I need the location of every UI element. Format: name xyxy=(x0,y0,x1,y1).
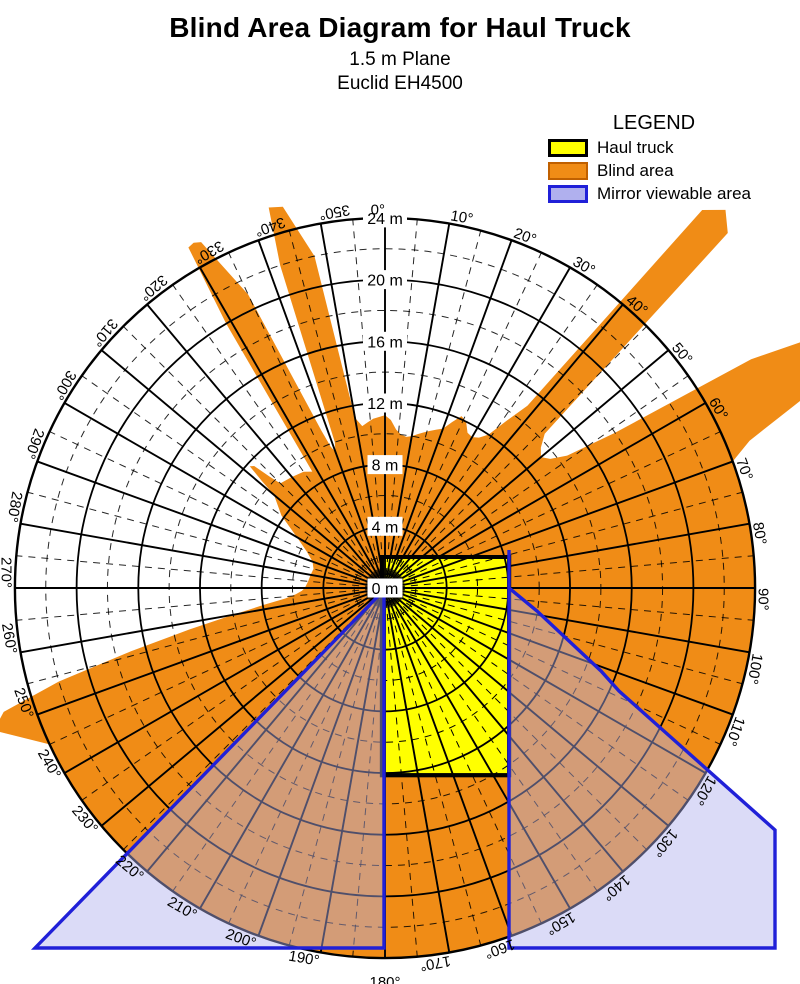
angle-tick-label: 320° xyxy=(136,271,171,304)
angle-tick-label: 80° xyxy=(749,521,770,546)
mirror-viewable-shape xyxy=(30,550,777,950)
angle-tick-label: 190° xyxy=(287,948,321,970)
radial-tick-label: 8 m xyxy=(372,458,399,475)
haul-truck-shape xyxy=(379,555,512,778)
radial-tick-label: 20 m xyxy=(367,273,403,290)
legend-label-mirror-viewable-area: Mirror viewable area xyxy=(597,184,751,203)
page-title: Blind Area Diagram for Haul Truck xyxy=(169,12,631,43)
angle-tick-label: 0° xyxy=(371,201,385,218)
angle-tick-label: 90° xyxy=(755,588,772,611)
polar-grid xyxy=(13,216,757,960)
angle-tick-label: 280° xyxy=(3,490,25,524)
radial-tick-label: 16 m xyxy=(367,334,403,351)
angle-tick-label: 70° xyxy=(732,456,756,483)
angle-tick-label: 310° xyxy=(88,315,121,350)
legend-item-haul-truck: Haul truck xyxy=(548,138,788,158)
legend-label-blind-area: Blind area xyxy=(597,161,674,180)
radial-tick-labels: 0 m 4 m 8 m 12 m 16 m 20 m 24 m xyxy=(363,208,407,598)
legend: LEGEND Haul truck Blind area Mirror view… xyxy=(548,112,788,204)
haul-truck-swatch xyxy=(548,139,588,157)
legend-item-mirror-viewable-area: Mirror viewable area xyxy=(548,184,788,204)
radial-tick-label: 0 m xyxy=(372,581,399,598)
angle-tick-label: 30° xyxy=(570,253,598,279)
mirror-viewable-swatch xyxy=(548,185,588,203)
legend-title: LEGEND xyxy=(612,112,696,134)
angle-tick-label: 100° xyxy=(744,652,766,686)
angle-tick-label: 290° xyxy=(21,426,48,461)
radial-tick-label: 12 m xyxy=(367,396,403,413)
blind-area-swatch xyxy=(548,162,588,180)
legend-item-blind-area: Blind area xyxy=(548,161,788,181)
radial-tick-label: 4 m xyxy=(372,519,399,536)
angle-tick-label: 20° xyxy=(511,225,538,249)
angle-tick-label: 300° xyxy=(49,367,79,402)
plane-subtitle: 1.5 m Plane xyxy=(349,49,451,71)
angle-tick-label: 10° xyxy=(449,207,474,228)
title-block: Blind Area Diagram for Haul Truck 1.5 m … xyxy=(0,12,800,96)
angle-tick-label: 350° xyxy=(318,201,352,223)
angle-tick-label: 180° xyxy=(369,974,400,984)
model-name: Euclid EH4500 xyxy=(337,72,463,94)
angle-tick-label: 270° xyxy=(0,557,14,588)
radial-tick-label: 24 m xyxy=(367,211,403,228)
angle-tick-label: 170° xyxy=(419,952,453,974)
angle-tick-label: 50° xyxy=(668,340,696,368)
legend-label-haul-truck: Haul truck xyxy=(597,138,674,157)
angle-tick-label: 260° xyxy=(0,622,20,656)
